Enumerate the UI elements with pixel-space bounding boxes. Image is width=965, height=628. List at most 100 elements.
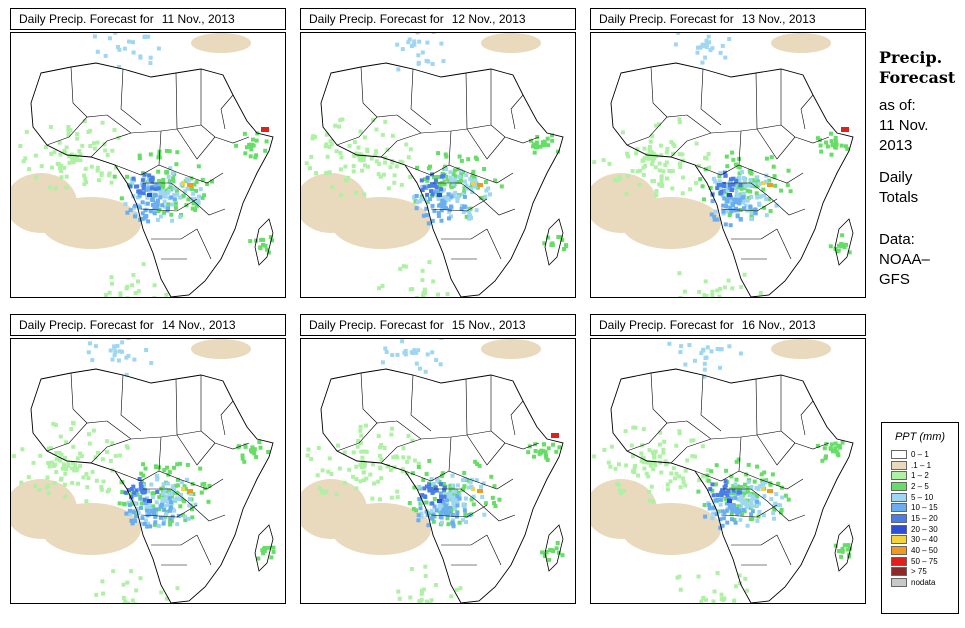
map-svg [11, 33, 274, 297]
country-border [214, 442, 250, 450]
country-border [175, 72, 178, 130]
country-border [756, 434, 796, 466]
legend-row: 50 – 75 [882, 556, 958, 567]
legend-label: 1 – 2 [911, 471, 929, 481]
country-border [175, 378, 178, 436]
country-border [46, 422, 88, 452]
precip-map [300, 32, 576, 298]
country-border [468, 172, 514, 184]
country-border [441, 228, 488, 240]
country-border [114, 164, 160, 176]
country-border [670, 438, 712, 464]
country-border [120, 68, 142, 126]
country-border [178, 172, 224, 184]
legend-row: nodata [882, 577, 958, 588]
country-border [336, 116, 378, 146]
country-border [178, 478, 224, 490]
country-border [794, 136, 830, 144]
country-border [380, 438, 422, 464]
legend-label: 0 – 1 [911, 449, 929, 459]
country-border [46, 116, 88, 146]
country-border [504, 136, 540, 144]
country-border [755, 378, 758, 436]
map-svg [301, 339, 565, 603]
country-border [758, 172, 804, 184]
legend-row: 0 – 1 [882, 449, 958, 460]
precip-map [590, 338, 866, 604]
legend-label: 50 – 75 [911, 556, 938, 566]
country-border [776, 228, 792, 260]
precip-map [300, 338, 576, 604]
country-border [794, 442, 830, 450]
country-border [433, 182, 478, 196]
precip-map [10, 338, 286, 604]
legend-row: 10 – 15 [882, 502, 958, 513]
country-border [686, 420, 782, 440]
country-border [143, 488, 188, 502]
country-border [404, 164, 450, 176]
legend-row: 40 – 50 [882, 545, 958, 556]
country-border [70, 66, 108, 118]
precip-map [590, 32, 866, 298]
country-border [466, 128, 506, 160]
daily-totals-label: Daily Totals [879, 169, 919, 206]
panel-title: Daily Precip. Forecast for 12 Nov., 2013 [300, 8, 576, 30]
legend-swatch [891, 513, 907, 523]
legend-label: 40 – 50 [911, 546, 938, 556]
legend-row: 5 – 10 [882, 492, 958, 503]
country-border [186, 500, 226, 522]
legend-label: > 75 [911, 567, 927, 577]
panel-title: Daily Precip. Forecast for 13 Nov., 2013 [590, 8, 866, 30]
country-border [200, 69, 216, 138]
country-border [766, 194, 806, 216]
legend-label: nodata [911, 578, 936, 588]
country-border [151, 534, 198, 546]
country-border [758, 478, 804, 490]
country-border [106, 114, 202, 134]
legend-swatch [891, 503, 907, 513]
country-border [731, 228, 778, 240]
country-border [720, 198, 778, 212]
map-svg [11, 339, 276, 603]
legend-row: .1 – 1 [882, 460, 958, 471]
country-border [476, 194, 516, 216]
legend-label: 15 – 20 [911, 513, 938, 523]
legend-label: 30 – 40 [911, 535, 938, 545]
country-border [143, 182, 188, 196]
country-border [430, 504, 488, 518]
country-border [626, 422, 668, 452]
legend-row: 20 – 30 [882, 524, 958, 535]
forecast-panel-1: Daily Precip. Forecast for 11 Nov., 2013 [0, 0, 290, 298]
map-svg [591, 339, 854, 603]
legend-label: .1 – 1 [911, 460, 932, 470]
legend-row: 2 – 5 [882, 481, 958, 492]
legend-label: 2 – 5 [911, 481, 929, 491]
africa-outline [610, 62, 854, 297]
country-border [626, 116, 668, 146]
legend-swatch [891, 492, 907, 502]
legend-swatch [891, 546, 907, 556]
madagascar-outline [834, 524, 854, 572]
country-border [700, 68, 722, 126]
country-border [686, 114, 782, 134]
legend-title: PPT (mm) [894, 431, 946, 443]
panel-title: Daily Precip. Forecast for 15 Nov., 2013 [300, 314, 576, 336]
country-border [186, 194, 226, 216]
country-border [433, 488, 478, 502]
country-border [176, 434, 216, 466]
country-border [220, 94, 234, 130]
madagascar-outline [254, 524, 274, 572]
country-border [448, 130, 470, 174]
country-border [360, 372, 398, 424]
country-border [140, 504, 198, 518]
madagascar-outline [834, 218, 854, 266]
africa-outline [610, 368, 854, 603]
panel-title: Daily Precip. Forecast for 16 Nov., 2013 [590, 314, 866, 336]
country-border [396, 420, 492, 440]
country-border [396, 114, 492, 134]
country-border [800, 400, 814, 436]
country-border [486, 228, 502, 260]
legend-swatch [891, 567, 907, 577]
legend-label: 20 – 30 [911, 524, 938, 534]
country-border [106, 420, 202, 440]
